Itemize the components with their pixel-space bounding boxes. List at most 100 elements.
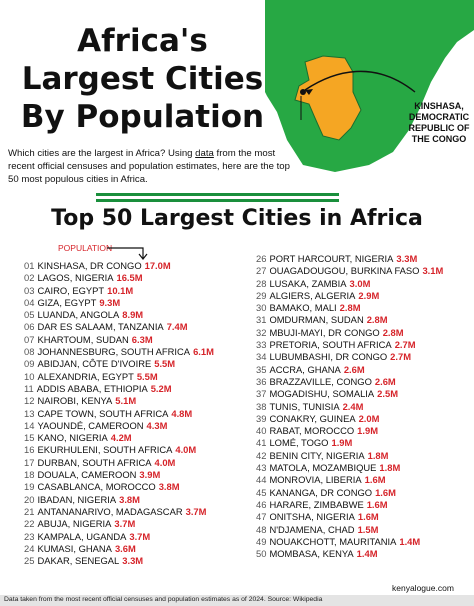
city-list-item: 02 LAGOS, NIGERIA 16.5M [24, 272, 214, 284]
city-rank: 25 [24, 555, 35, 567]
city-list-item: 44 MONROVIA, LIBERIA 1.6M [256, 474, 443, 486]
city-rank: 34 [256, 351, 267, 363]
footer-bar: Data taken from the most recent official… [0, 595, 474, 606]
city-name: KANO, NIGERIA [37, 432, 108, 444]
city-name: TUNIS, TUNISIA [269, 400, 340, 412]
city-name: KINSHASA, DR CONGO [37, 260, 142, 271]
city-population: 1.4M [356, 548, 378, 560]
city-rank: 28 [256, 277, 267, 289]
data-link[interactable]: data [195, 148, 214, 159]
city-name: NOUAKCHOTT, MAURITANIA [269, 535, 397, 547]
city-name: YAOUNDÉ, CAMEROON [37, 419, 144, 431]
city-name: ADDIS ABABA, ETHIOPIA [36, 382, 148, 394]
city-list-item: 22 ABUJA, NIGERIA 3.7M [24, 518, 214, 530]
title-line-3: By Population [20, 99, 265, 135]
city-population: 4.8M [171, 407, 193, 419]
city-rank: 11 [24, 382, 34, 394]
city-population: 3.1M [422, 265, 444, 277]
city-list-item: 28 LUSAKA, ZAMBIA 3.0M [256, 278, 443, 290]
city-population: 3.6M [114, 542, 136, 554]
city-rank: 50 [256, 548, 267, 560]
city-population: 1.4M [399, 535, 421, 547]
city-rank: 21 [24, 505, 35, 517]
city-name: MOMBASA, KENYA [269, 548, 354, 560]
city-list-item: 06 DAR ES SALAAM, TANZANIA 7.4M [24, 321, 214, 333]
city-name: CONAKRY, GUINEA [269, 412, 356, 424]
city-list-left: 01 KINSHASA, DR CONGO 17.0M 02 LAGOS, NIGERI… [24, 260, 214, 567]
city-rank: 02 [24, 272, 35, 284]
city-list-item: 08 JOHANNESBURG, SOUTH AFRICA 6.1M [24, 346, 214, 358]
city-list-item: 07 KHARTOUM, SUDAN 6.3M [24, 334, 214, 346]
city-name: KANANGA, DR CONGO [269, 486, 373, 498]
city-population: 4.3M [146, 419, 168, 431]
city-rank: 23 [24, 530, 35, 542]
city-rank: 40 [256, 425, 267, 437]
page-title: Africa's Largest Cities By Population [10, 22, 275, 136]
city-list-item: 17 DURBAN, SOUTH AFRICA 4.0M [24, 457, 214, 469]
city-list-item: 36 BRAZZAVILLE, CONGO 2.6M [256, 376, 443, 388]
city-list-item: 20 IBADAN, NIGERIA 3.8M [24, 494, 214, 506]
city-name: CASABLANCA, MOROCCO [37, 481, 156, 493]
city-population: 2.8M [339, 302, 361, 314]
city-list-item: 46 HARARE, ZIMBABWE 1.6M [256, 499, 443, 511]
city-population: 8.9M [122, 309, 144, 321]
city-rank: 27 [256, 265, 267, 277]
city-name: NAIROBI, KENYA [37, 395, 113, 407]
city-list-item: 11 ADDIS ABABA, ETHIOPIA 5.2M [24, 383, 214, 395]
city-name: EKURHULENI, SOUTH AFRICA [37, 444, 173, 456]
city-population: 1.9M [331, 437, 353, 449]
city-list-item: 10 ALEXANDRIA, EGYPT 5.5M [24, 371, 214, 383]
city-list-item: 24 KUMASI, GHANA 3.6M [24, 543, 214, 555]
city-rank: 36 [256, 375, 267, 387]
city-list-item: 38 TUNIS, TUNISIA 2.4M [256, 401, 443, 413]
city-name: ONITSHA, NIGERIA [269, 511, 355, 523]
city-list-item: 49 NOUAKCHOTT, MAURITANIA 1.4M [256, 536, 443, 548]
city-population: 3.7M [129, 530, 151, 542]
population-arrow-icon [107, 247, 148, 260]
city-population: 2.8M [382, 326, 404, 338]
city-rank: 20 [24, 493, 35, 505]
city-list-item: 05 LUANDA, ANGOLA 8.9M [24, 309, 214, 321]
city-name: ALGIERS, ALGERIA [269, 289, 356, 301]
city-population: 9.3M [99, 296, 121, 308]
population-label: POPULATION [58, 243, 113, 253]
divider-flag [96, 193, 339, 202]
city-name: KUMASI, GHANA [37, 542, 112, 554]
city-population: 1.6M [357, 511, 379, 523]
city-list-item: 27 OUAGADOUGOU, BURKINA FASO 3.1M [256, 265, 443, 277]
city-list-item: 01 KINSHASA, DR CONGO 17.0M [24, 260, 214, 272]
city-population: 5.5M [136, 370, 158, 382]
list-heading: Top 50 Largest Cities in Africa [51, 206, 423, 231]
city-list-item: 41 LOMÉ, TOGO 1.9M [256, 437, 443, 449]
city-list-item: 33 PRETORIA, SOUTH AFRICA 2.7M [256, 339, 443, 351]
city-list-item: 09 ABIDJAN, CÔTE D'IVOIRE 5.5M [24, 358, 214, 370]
city-rank: 39 [256, 412, 267, 424]
city-name: ABUJA, NIGERIA [37, 518, 112, 530]
city-name: DAKAR, SENEGAL [37, 555, 120, 567]
city-population: 5.5M [154, 358, 176, 370]
city-name: KHARTOUM, SUDAN [37, 333, 129, 345]
city-name: BRAZZAVILLE, CONGO [269, 375, 372, 387]
city-list-item: 23 KAMPALA, UGANDA 3.7M [24, 531, 214, 543]
city-list-item: 14 YAOUNDÉ, CAMEROON 4.3M [24, 420, 214, 432]
city-rank: 42 [256, 449, 267, 461]
city-list-item: 47 ONITSHA, NIGERIA 1.6M [256, 511, 443, 523]
city-name: LAGOS, NIGERIA [37, 272, 114, 284]
city-population: 10.1M [107, 284, 134, 296]
city-list-item: 31 OMDURMAN, SUDAN 2.8M [256, 314, 443, 326]
city-population: 4.0M [154, 456, 176, 468]
city-population: 3.0M [349, 277, 371, 289]
city-name: IBADAN, NIGERIA [37, 493, 117, 505]
city-name: BAMAKO, MALI [269, 302, 337, 314]
city-list-item: 37 MOGADISHU, SOMALIA 2.5M [256, 388, 443, 400]
city-population: 2.6M [343, 363, 365, 375]
city-rank: 14 [24, 419, 35, 431]
callout-arrow [304, 70, 416, 93]
city-rank: 06 [24, 321, 35, 333]
city-rank: 22 [24, 518, 35, 530]
city-list-item: 45 KANANGA, DR CONGO 1.6M [256, 487, 443, 499]
city-list-item: 13 CAPE TOWN, SOUTH AFRICA 4.8M [24, 408, 214, 420]
city-rank: 38 [256, 400, 267, 412]
city-name: ANTANANARIVO, MADAGASCAR [37, 505, 183, 517]
city-population: 1.8M [379, 462, 401, 474]
